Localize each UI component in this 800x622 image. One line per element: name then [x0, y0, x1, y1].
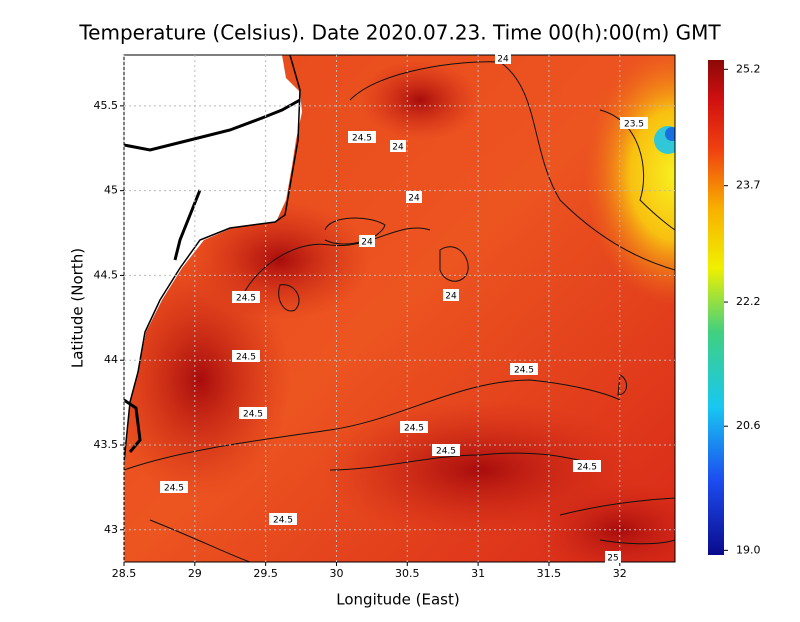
contour-label-box — [269, 513, 297, 525]
x-tick-label: 32 — [613, 567, 627, 580]
contour-label-box — [406, 191, 422, 203]
x-axis-label: Longitude (East) — [336, 591, 459, 609]
contour-label: 24.5 — [436, 447, 456, 457]
contour-label: 24.5 — [514, 366, 534, 376]
contour-label-box — [232, 291, 260, 303]
contour-label-box — [510, 363, 538, 375]
contour-label: 24.5 — [243, 410, 263, 420]
contour-label: 24.5 — [352, 134, 372, 144]
plot-frame — [123, 54, 676, 563]
colorbar-tick-label: 23.7 — [736, 179, 761, 192]
colorbar-tick-label: 19.0 — [736, 543, 761, 556]
temperature-field — [124, 55, 675, 562]
contour-label-box — [605, 551, 621, 563]
y-axis-label: Latitude (North) — [69, 248, 87, 368]
colorbar — [708, 60, 724, 555]
contour-label: 24 — [497, 55, 509, 65]
colorbar-tick-label: 25.2 — [736, 62, 761, 75]
y-tick-label: 43.5 — [94, 438, 119, 451]
contour-label-box — [390, 140, 406, 152]
x-tick-label: 31 — [471, 567, 485, 580]
x-tick-label: 28.5 — [112, 567, 137, 580]
contour-label: 24.5 — [577, 463, 597, 473]
y-tick-label: 45.5 — [94, 99, 119, 112]
contour-label-box — [620, 117, 648, 129]
contour-label: 24.5 — [404, 424, 424, 434]
contour-label: 24.5 — [236, 294, 256, 304]
contour-label: 24 — [408, 194, 420, 204]
contour-label: 23.5 — [624, 120, 644, 130]
contour-label-box — [400, 421, 428, 433]
contour-label: 24.5 — [273, 516, 293, 526]
contour-label-box — [573, 460, 601, 472]
contour-label: 25 — [607, 554, 618, 564]
y-tick-label: 45 — [104, 184, 118, 197]
contour-label: 24.5 — [236, 353, 256, 363]
x-tick-label: 31.5 — [537, 567, 562, 580]
x-tick-label: 29.5 — [253, 567, 278, 580]
contour-label: 24 — [392, 143, 404, 153]
contour-label-box — [160, 481, 188, 493]
contour-label: 24 — [361, 238, 373, 248]
contour-label-box — [239, 407, 267, 419]
title: Temperature (Celsius). Date 2020.07.23. … — [78, 21, 721, 45]
depth-label: Z = 2.5 m — [145, 93, 249, 113]
contour-label-box — [432, 444, 460, 456]
y-tick-label: 43 — [104, 523, 118, 536]
contour-label-box — [359, 235, 375, 247]
contour-label: 24 — [445, 292, 457, 302]
contour-label: 24.5 — [164, 484, 184, 494]
x-tick-label: 30.5 — [395, 567, 420, 580]
contour-label-box — [443, 289, 459, 301]
x-tick-label: 29 — [188, 567, 202, 580]
colorbar-tick-label: 22.2 — [736, 295, 761, 308]
x-tick-label: 30 — [329, 567, 343, 580]
contour-label-box — [495, 52, 511, 64]
y-tick-label: 44.5 — [94, 268, 119, 281]
contour-label-box — [348, 131, 376, 143]
contour-label-box — [232, 350, 260, 362]
y-tick-label: 44 — [104, 353, 118, 366]
colorbar-tick-label: 20.6 — [736, 419, 761, 432]
